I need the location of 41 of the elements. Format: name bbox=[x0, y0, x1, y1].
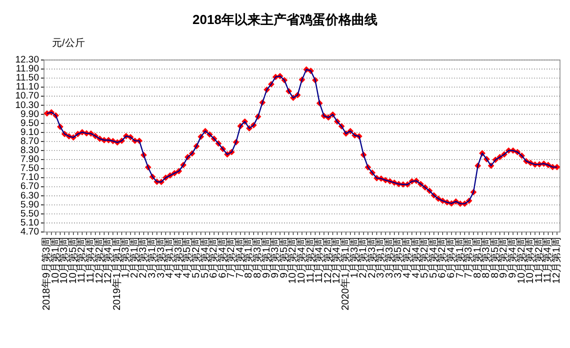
y-tick-label: 5.10 bbox=[20, 217, 39, 228]
x-tick-label: 10月第5周 bbox=[66, 237, 79, 284]
y-tick-label: 11.10 bbox=[16, 82, 39, 93]
y-tick-label: 7.10 bbox=[20, 172, 39, 184]
y-tick-label: 11.90 bbox=[16, 64, 39, 75]
y-tick-label: 4.70 bbox=[20, 226, 39, 238]
y-tick-label: 6.30 bbox=[20, 190, 39, 202]
x-tick-label: 4月第4周 bbox=[410, 237, 422, 278]
x-tick-label: 2月第1周 bbox=[128, 237, 140, 278]
y-tick-label: 9.50 bbox=[20, 118, 39, 129]
x-tick-label: 7月第4周 bbox=[234, 237, 246, 278]
y-tick-label: 7.50 bbox=[20, 163, 39, 174]
x-tick-label: 8月第5周 bbox=[488, 237, 501, 278]
chart-title: 2018年以来主产省鸡蛋价格曲线 bbox=[192, 12, 378, 27]
x-tick-label: 3月第3周 bbox=[383, 237, 396, 278]
y-tick-label: 6.70 bbox=[20, 181, 39, 192]
y-tick-label: 12.30 bbox=[15, 54, 39, 66]
x-tick-label: 12月第1周 bbox=[550, 237, 562, 284]
x-tick-label: 3月第3周 bbox=[154, 237, 167, 278]
x-tick-label: 10月第2周 bbox=[515, 237, 528, 284]
y-tick-label: 11.50 bbox=[16, 72, 39, 84]
x-tick-label: 9月第1周 bbox=[260, 237, 272, 278]
y-tick-label: 7.90 bbox=[20, 154, 39, 166]
y-tick-label: 5.90 bbox=[20, 199, 39, 210]
y-tick-label: 10.70 bbox=[15, 90, 39, 102]
y-axis-title: 元/公斤 bbox=[52, 37, 85, 49]
y-tick-label: 8.70 bbox=[20, 136, 39, 147]
y-tick-label: 8.30 bbox=[20, 145, 39, 156]
x-tick-label: 9月第5周 bbox=[278, 237, 290, 278]
y-tick-label: 9.90 bbox=[20, 108, 39, 120]
y-tick-label: 5.50 bbox=[20, 208, 39, 220]
y-tick-label: 9.10 bbox=[20, 126, 39, 138]
x-tick-label: 6月第4周 bbox=[216, 237, 228, 278]
x-tick-label: 2月第3周 bbox=[366, 237, 378, 278]
x-tick-label: 8月第1周 bbox=[471, 237, 484, 278]
x-tick-label: 12月第2周 bbox=[322, 237, 334, 284]
x-tick-label: 11月第2周 bbox=[532, 237, 545, 283]
y-tick-label: 10.30 bbox=[15, 100, 39, 111]
x-tick-label: 2019年1月第1周 bbox=[110, 237, 123, 310]
x-tick-label: 4月第3周 bbox=[172, 237, 184, 278]
x-tick-label: 5月第4周 bbox=[427, 237, 440, 278]
